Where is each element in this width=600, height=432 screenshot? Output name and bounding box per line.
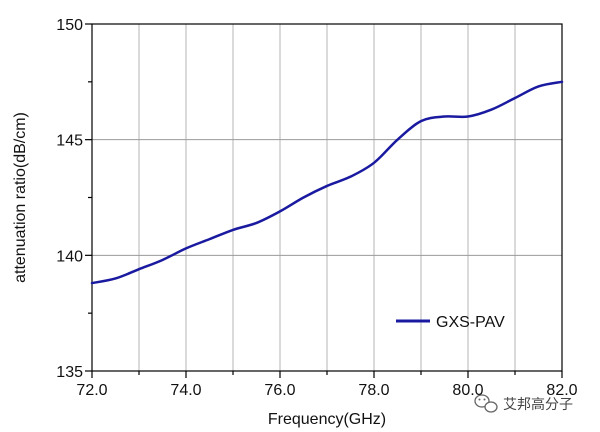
series-layer <box>90 80 564 285</box>
legend-label: GXS-PAV <box>436 314 505 331</box>
axis-ticks: 72.0 74.0 76.0 78.0 80.0 82.0 135 140 145 150 <box>56 17 577 399</box>
y-tick-label: 145 <box>56 133 83 150</box>
x-tick-label: 72.0 <box>76 382 107 399</box>
legend: GXS-PAV <box>396 314 505 331</box>
watermark: 艾邦高分子 <box>474 394 573 413</box>
x-axis-title: Frequency(GHz) <box>268 411 386 428</box>
watermark-text: 艾邦高分子 <box>503 396 573 413</box>
y-axis-title: attenuation ratio(dB/cm) <box>12 112 29 283</box>
wechat-icon <box>474 394 498 413</box>
x-tick-label: 80.0 <box>452 382 483 399</box>
grid <box>92 24 562 371</box>
x-tick-label: 82.0 <box>546 382 577 399</box>
y-tick-label: 140 <box>56 248 83 265</box>
x-tick-label: 74.0 <box>170 382 201 399</box>
series-line-gxs-pav <box>90 80 564 285</box>
y-tick-label: 150 <box>56 17 83 34</box>
x-tick-label: 76.0 <box>264 382 295 399</box>
x-tick-label: 78.0 <box>358 382 389 399</box>
y-tick-label: 135 <box>56 364 83 381</box>
